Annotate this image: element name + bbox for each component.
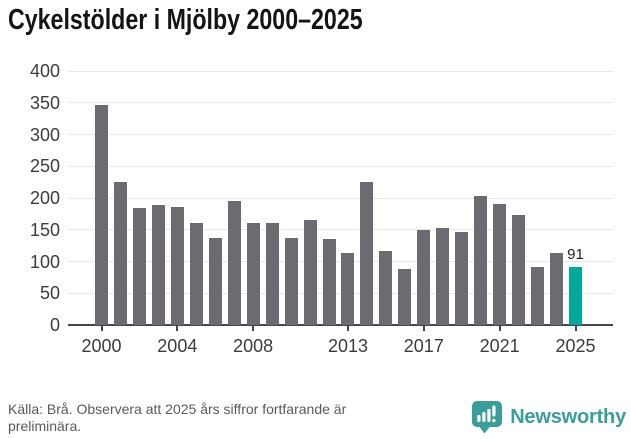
bar-2022 [512, 214, 526, 325]
bar-2021 [493, 204, 507, 325]
bar-2010 [284, 238, 298, 325]
bar-2023 [531, 266, 545, 325]
bar-2009 [265, 222, 279, 325]
gridline [68, 292, 613, 294]
y-axis-tick-label: 0 [49, 315, 60, 335]
y-axis-tick-label: 400 [29, 61, 60, 81]
x-axis-tick-label: 2025 [555, 336, 596, 356]
gridline [68, 102, 613, 104]
gridline [68, 134, 613, 135]
x-axis-tick-label: 2000 [81, 336, 122, 356]
x-axis-tick-label: 2021 [479, 336, 520, 356]
axis-tick [422, 325, 425, 331]
newsworthy-icon [472, 401, 503, 434]
bar-2015 [379, 250, 393, 325]
bar-2012 [322, 239, 336, 325]
gridline [68, 70, 613, 72]
y-axis-tick-label: 200 [29, 188, 60, 208]
y-axis-tick-label: 250 [29, 156, 60, 177]
bar-2005 [189, 222, 203, 325]
bar-2017 [417, 229, 431, 325]
gridline [68, 261, 613, 262]
axis-tick [176, 325, 179, 331]
bar-2016 [398, 269, 412, 325]
bar-2013 [341, 252, 355, 325]
bar-value-label: 91 [567, 246, 584, 264]
bar-2003 [151, 204, 165, 325]
x-axis-line [68, 324, 613, 326]
y-axis-tick-label: 350 [29, 92, 60, 113]
y-axis-tick-label: 150 [29, 219, 60, 240]
newsworthy-wordmark: Newsworthy [510, 405, 626, 428]
bar-2019 [455, 232, 469, 325]
bar-2006 [208, 238, 222, 325]
axis-tick [346, 325, 349, 331]
source-note: Källa: Brå. Observera att 2025 års siffr… [8, 401, 347, 434]
bar-2001 [113, 182, 127, 325]
axis-tick [100, 325, 103, 331]
y-axis-tick-label: 100 [29, 251, 60, 272]
bar-2000 [95, 104, 108, 325]
x-axis-tick-label: 2008 [233, 336, 274, 356]
x-axis-tick-label: 2004 [157, 336, 198, 356]
bar-2011 [303, 219, 317, 325]
x-axis-tick-label: 2013 [327, 336, 368, 356]
bar-highlight-2025 [569, 267, 582, 325]
x-axis-tick-label: 2017 [403, 336, 444, 356]
gridline [68, 165, 613, 167]
bar-2024 [550, 252, 564, 325]
chart-title: Cykelstölder i Mjölby 2000–2025 [8, 4, 363, 36]
bar-2004 [170, 206, 184, 325]
bar-2018 [436, 228, 450, 325]
bar-2007 [227, 200, 241, 325]
y-axis-tick-label: 50 [39, 283, 60, 304]
y-axis-tick-label: 300 [29, 124, 60, 145]
bar-2008 [246, 222, 260, 325]
axis-tick [252, 325, 255, 331]
gridline [68, 197, 613, 199]
bar-2002 [132, 207, 146, 325]
newsworthy-logo: Newsworthy [471, 400, 626, 434]
bar-2014 [360, 182, 374, 325]
gridline [68, 229, 613, 231]
axis-tick [574, 325, 577, 331]
bar-2020 [474, 196, 488, 325]
axis-tick [498, 325, 501, 331]
